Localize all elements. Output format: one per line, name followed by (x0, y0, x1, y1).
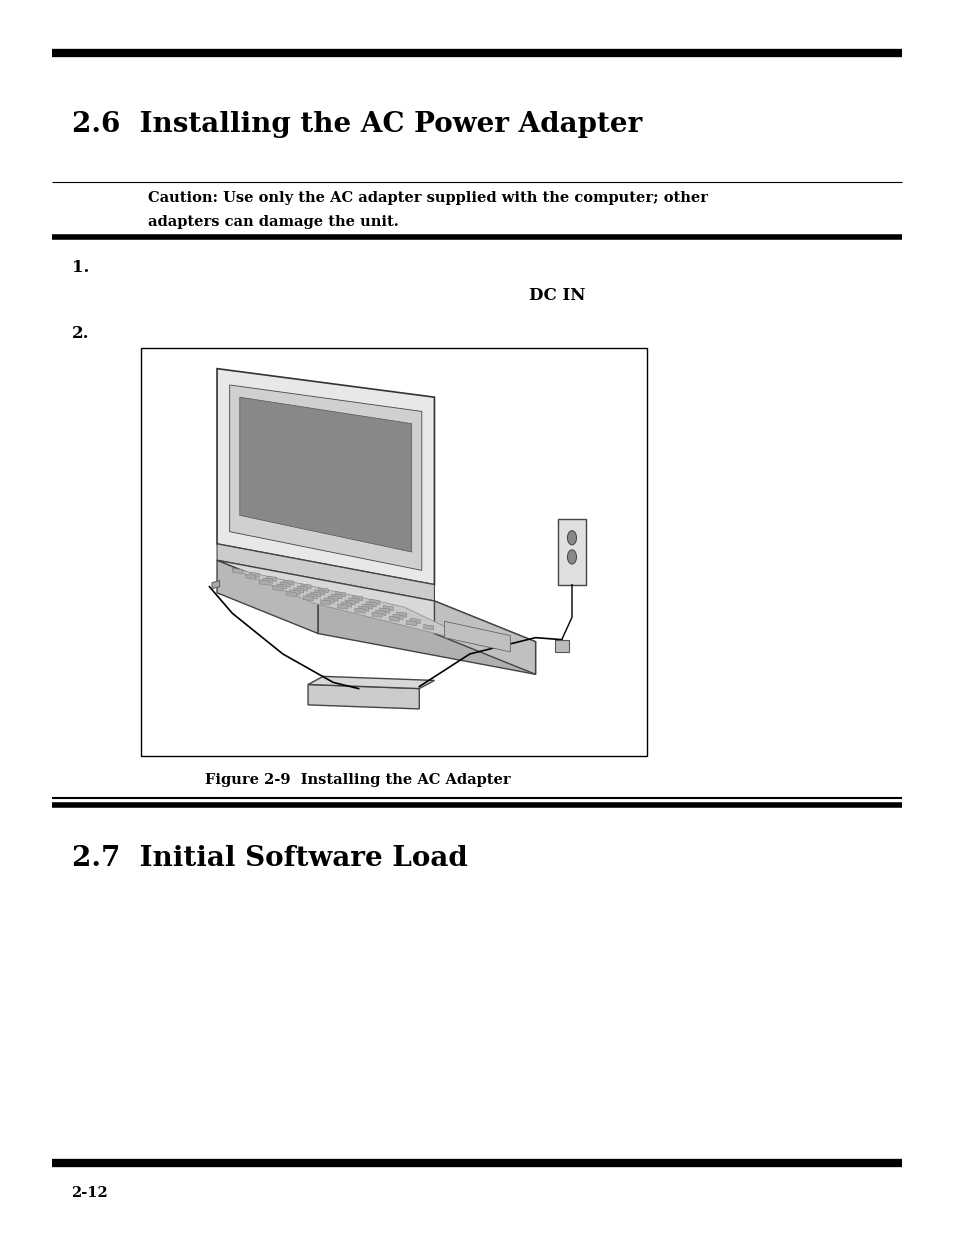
Polygon shape (276, 584, 286, 589)
Polygon shape (311, 592, 320, 597)
Polygon shape (383, 605, 393, 611)
Text: 2.6  Installing the AC Power Adapter: 2.6 Installing the AC Power Adapter (71, 111, 641, 138)
Polygon shape (355, 608, 365, 614)
Polygon shape (406, 620, 416, 626)
Polygon shape (280, 582, 290, 587)
Polygon shape (216, 369, 434, 584)
Polygon shape (318, 588, 328, 593)
Polygon shape (308, 677, 434, 689)
Polygon shape (308, 684, 419, 709)
Polygon shape (328, 597, 337, 601)
Text: 2.: 2. (71, 325, 89, 342)
Polygon shape (379, 608, 389, 613)
Polygon shape (375, 610, 386, 615)
Polygon shape (389, 616, 399, 621)
Polygon shape (410, 619, 420, 624)
Text: DC IN: DC IN (529, 287, 585, 304)
Polygon shape (345, 600, 355, 605)
Text: 1.: 1. (71, 259, 89, 277)
Polygon shape (273, 585, 282, 590)
Polygon shape (290, 590, 299, 595)
Polygon shape (294, 588, 303, 593)
Polygon shape (349, 598, 358, 603)
Polygon shape (314, 590, 324, 595)
Polygon shape (337, 604, 348, 609)
Polygon shape (372, 613, 382, 618)
Polygon shape (283, 580, 294, 585)
Polygon shape (366, 601, 375, 606)
FancyBboxPatch shape (141, 348, 646, 756)
Polygon shape (358, 606, 368, 611)
Polygon shape (332, 594, 341, 599)
Polygon shape (263, 578, 273, 583)
Polygon shape (249, 572, 259, 578)
FancyBboxPatch shape (558, 520, 585, 584)
Polygon shape (259, 580, 269, 585)
Polygon shape (393, 614, 403, 620)
Polygon shape (216, 561, 535, 642)
Polygon shape (324, 598, 334, 603)
Polygon shape (266, 576, 276, 582)
Polygon shape (232, 568, 484, 646)
Polygon shape (423, 625, 434, 630)
Polygon shape (212, 580, 219, 589)
Polygon shape (297, 585, 307, 592)
Polygon shape (246, 574, 255, 579)
Polygon shape (318, 601, 535, 674)
Text: adapters can damage the unit.: adapters can damage the unit. (148, 215, 398, 228)
Polygon shape (303, 595, 314, 600)
Polygon shape (370, 599, 379, 604)
Polygon shape (232, 568, 242, 573)
Polygon shape (320, 600, 331, 605)
Polygon shape (300, 584, 311, 589)
Text: Figure 2-9  Installing the AC Adapter: Figure 2-9 Installing the AC Adapter (205, 773, 510, 787)
Polygon shape (216, 543, 434, 601)
Text: Caution: Use only the AC adapter supplied with the computer; other: Caution: Use only the AC adapter supplie… (148, 191, 707, 205)
Text: 2-12: 2-12 (71, 1186, 109, 1199)
Polygon shape (444, 621, 510, 652)
Polygon shape (335, 592, 345, 597)
Ellipse shape (567, 550, 576, 564)
Polygon shape (307, 594, 316, 599)
Text: 2.7  Initial Software Load: 2.7 Initial Software Load (71, 845, 467, 872)
FancyBboxPatch shape (555, 640, 568, 652)
Polygon shape (353, 595, 362, 600)
Polygon shape (216, 561, 318, 634)
Polygon shape (230, 385, 421, 571)
Polygon shape (396, 613, 406, 618)
Ellipse shape (567, 531, 576, 545)
Polygon shape (341, 601, 351, 608)
Polygon shape (286, 592, 296, 597)
Polygon shape (362, 604, 372, 609)
Polygon shape (239, 398, 412, 552)
Polygon shape (434, 601, 535, 674)
